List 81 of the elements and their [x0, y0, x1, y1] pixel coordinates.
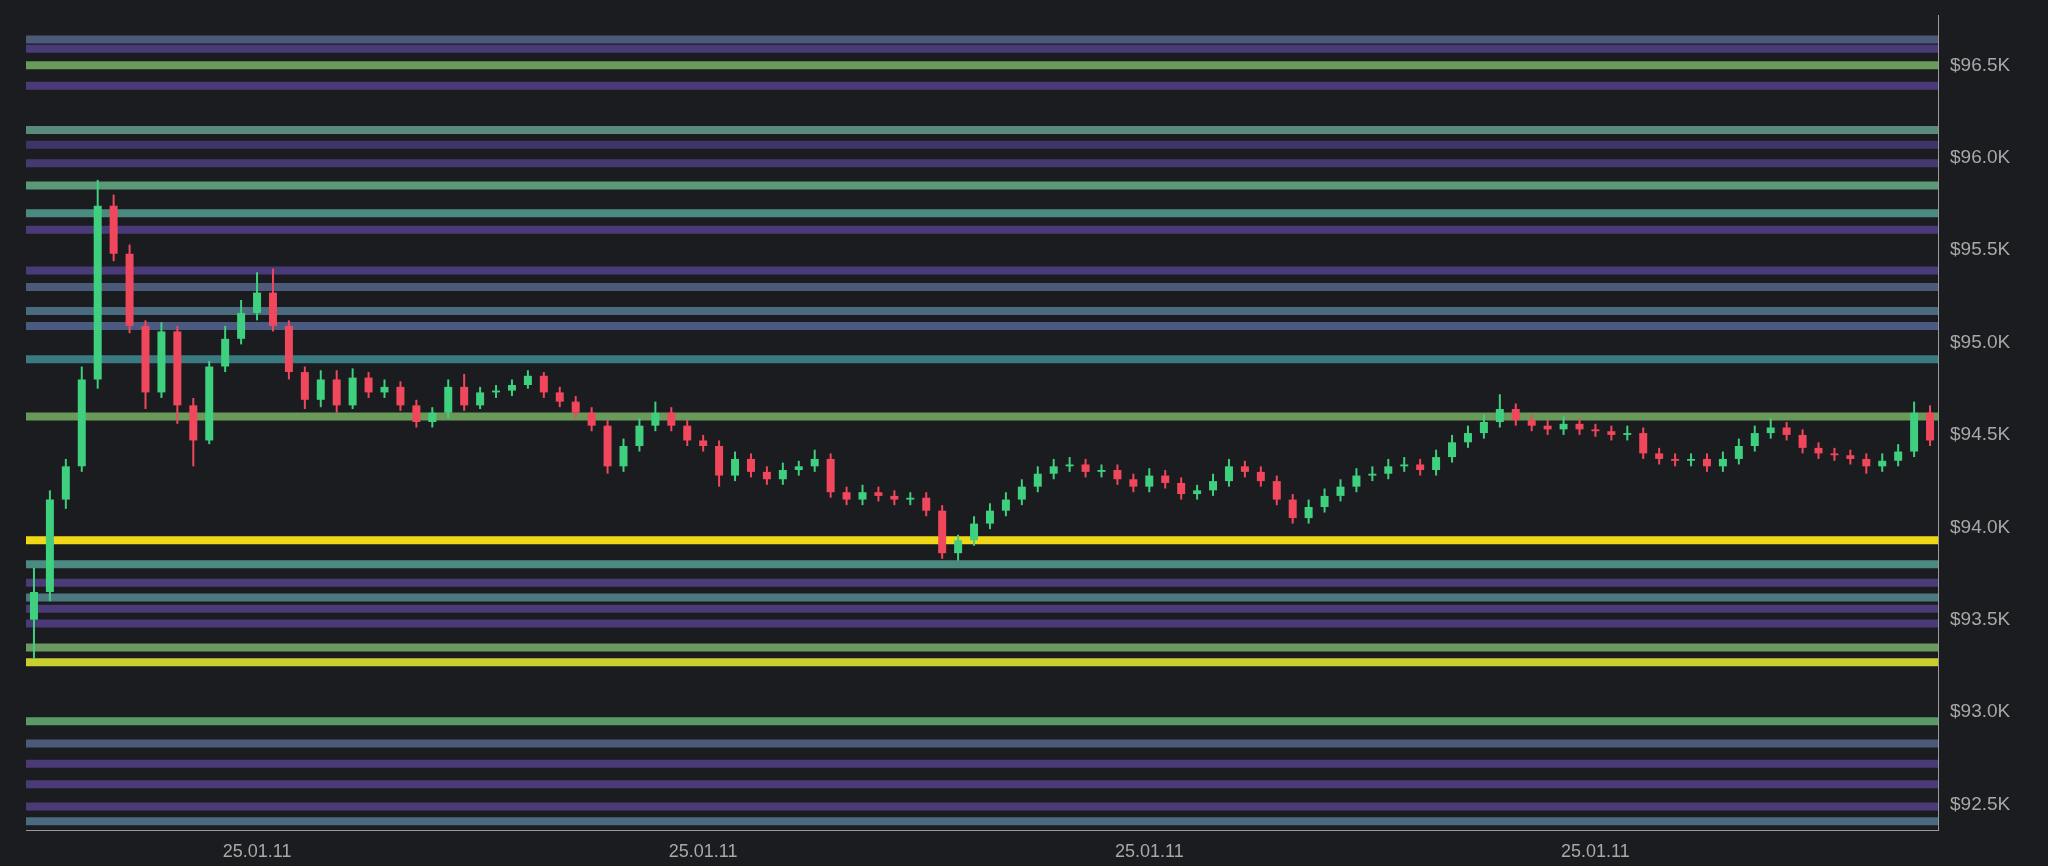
- candlestick: [1479, 413, 1488, 440]
- candlestick: [1129, 472, 1138, 494]
- y-tick-label: $96.5K: [1950, 53, 2011, 75]
- candlestick: [762, 465, 771, 486]
- y-tick-label: $93.5K: [1950, 607, 2011, 629]
- candlestick: [1224, 457, 1233, 488]
- candlestick: [985, 502, 994, 531]
- candlestick: [1894, 443, 1903, 468]
- candlestick: [1798, 428, 1807, 455]
- candlestick: [970, 515, 979, 547]
- y-tick-label: $92.5K: [1950, 792, 2011, 814]
- candlestick: [587, 406, 596, 433]
- y-tick-label: $94.0K: [1950, 515, 2011, 537]
- y-tick-label: $95.0K: [1950, 330, 2011, 352]
- candlestick: [651, 400, 660, 433]
- candlestick: [1511, 402, 1520, 427]
- candlestick: [1750, 424, 1759, 453]
- candlestick: [1272, 474, 1281, 507]
- candlestick: [1161, 469, 1170, 490]
- y-tick-label: $94.5K: [1950, 423, 2011, 445]
- candlestick: [858, 483, 867, 507]
- candlestick: [667, 406, 676, 433]
- candlestick: [1448, 433, 1457, 464]
- candlestick: [1862, 452, 1871, 475]
- candlestick: [1017, 478, 1026, 507]
- candlestick: [1463, 424, 1472, 449]
- candlestick: [635, 417, 644, 453]
- candlestick: [1702, 452, 1711, 473]
- candlestick: [842, 485, 851, 507]
- candlestick: [1177, 476, 1186, 501]
- candlestick: [1782, 420, 1791, 442]
- candlestick: [778, 461, 787, 486]
- candlestick: [1718, 450, 1727, 473]
- candlestick: [1384, 457, 1393, 481]
- candlestick: [1559, 415, 1568, 436]
- candlestick: [1033, 465, 1042, 494]
- candlestick: [1734, 437, 1743, 466]
- candlestick: [1145, 467, 1154, 494]
- candlestick: [539, 371, 548, 399]
- candlestick: [1639, 426, 1648, 460]
- y-tick-label: $96.0K: [1950, 145, 2011, 167]
- candlestick: [428, 406, 437, 429]
- x-tick-label: 25.01.11: [668, 841, 738, 862]
- candlestick: [954, 533, 963, 562]
- candlestick: [619, 437, 628, 473]
- candlestick: [683, 419, 692, 447]
- candlestick: [1304, 498, 1313, 525]
- candlestick: [1081, 457, 1090, 479]
- candlestick: [746, 452, 755, 479]
- candlestick: [731, 450, 740, 483]
- candlestick: [571, 395, 580, 420]
- candlestick: [1001, 491, 1010, 518]
- candlestick: [1352, 467, 1361, 494]
- candlestick: [922, 491, 931, 518]
- candlestick: [476, 385, 485, 411]
- candlestick: [1495, 393, 1504, 429]
- y-tick-label: $95.5K: [1950, 238, 2011, 260]
- x-tick-label: 25.01.11: [1561, 841, 1630, 862]
- candlestick: [1432, 448, 1441, 477]
- candlestick: [523, 369, 532, 390]
- candlestick: [1209, 472, 1218, 497]
- candlestick: [460, 372, 469, 412]
- x-tick-label: 25.01.11: [222, 841, 292, 862]
- candlestick: [412, 398, 421, 429]
- candlestick: [555, 385, 564, 409]
- candlestick: [1288, 493, 1297, 525]
- candlestick: [1113, 463, 1122, 486]
- candlestick: [1766, 417, 1775, 440]
- candlestick: [364, 371, 373, 399]
- candlestick: [1878, 452, 1887, 473]
- candlestick: [1320, 487, 1329, 514]
- candlestick: [1049, 457, 1058, 481]
- x-tick-label: 25.01.11: [1114, 841, 1184, 862]
- candlestick: [1336, 478, 1345, 503]
- candlestick: [396, 380, 405, 412]
- candlestick: [1256, 465, 1265, 488]
- candlestick: [380, 378, 389, 399]
- candlestick: [810, 448, 819, 473]
- candlestick: [253, 271, 262, 322]
- candlestick: [316, 369, 325, 409]
- y-tick-label: $93.0K: [1950, 700, 2011, 722]
